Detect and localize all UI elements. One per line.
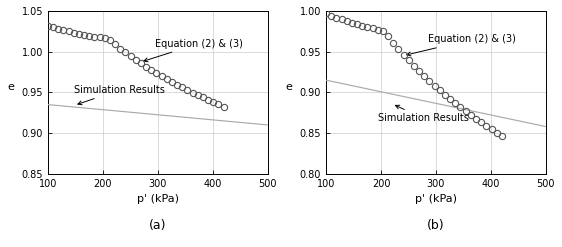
Text: (b): (b) — [427, 219, 445, 232]
X-axis label: p' (kPa): p' (kPa) — [415, 194, 457, 204]
Text: Simulation Results: Simulation Results — [74, 85, 165, 105]
Y-axis label: e: e — [7, 82, 14, 92]
Y-axis label: e: e — [285, 82, 292, 92]
Text: Equation (2) & (3): Equation (2) & (3) — [407, 34, 515, 56]
Text: Simulation Results: Simulation Results — [378, 105, 469, 124]
Text: Equation (2) & (3): Equation (2) & (3) — [144, 39, 243, 62]
X-axis label: p' (kPa): p' (kPa) — [137, 194, 179, 204]
Text: (a): (a) — [149, 219, 166, 232]
